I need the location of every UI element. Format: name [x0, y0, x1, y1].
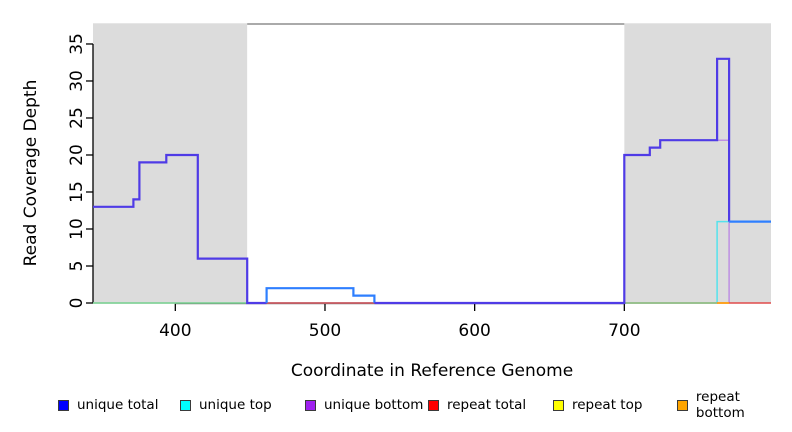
plot-svg: 0 5 10 15 20 25 30 35 400 500 600 700 Coordinate in … [21, 23, 771, 381]
legend-item-repeat-total: repeat total [428, 395, 526, 415]
shaded-region-left [93, 23, 248, 304]
x-tick-label: 600 [458, 321, 490, 341]
y-tick-label: 0 [67, 298, 87, 309]
legend-label: unique total [77, 397, 159, 413]
legend-swatch-unique-total-icon [58, 399, 69, 411]
x-tick-label: 400 [159, 321, 191, 341]
legend-label: unique bottom [324, 397, 424, 413]
y-axis-title: Read Coverage Depth [21, 80, 41, 267]
shaded-region-right [624, 23, 771, 304]
y-tick-label: 25 [67, 107, 87, 129]
legend-label: repeat top [572, 397, 643, 413]
x-tick-label: 700 [608, 321, 640, 341]
legend-item-repeat-bottom: repeat bottom [677, 389, 792, 421]
y-tick-label: 35 [67, 33, 87, 55]
legend-label: repeat bottom [695, 389, 745, 421]
legend-swatch-repeat-top-icon [553, 399, 564, 411]
legend-item-unique-total: unique total [58, 395, 158, 415]
legend-swatch-repeat-bottom-icon [677, 399, 688, 411]
series-unique-total-midbump [265, 287, 376, 303]
legend-label: unique top [199, 397, 272, 413]
y-tick-label: 10 [67, 218, 87, 240]
legend-item-unique-bottom: unique bottom [305, 395, 423, 415]
y-tick-label: 20 [67, 144, 87, 166]
y-tick-label: 30 [67, 70, 87, 92]
legend-item-unique-top: unique top [180, 395, 272, 415]
y-tick-label: 15 [67, 181, 87, 203]
legend-item-repeat-top: repeat top [553, 395, 642, 415]
x-tick-label: 500 [309, 321, 341, 341]
legend-swatch-repeat-total-icon [428, 399, 439, 411]
legend-swatch-unique-bottom-icon [305, 399, 316, 411]
x-axis-title: Coordinate in Reference Genome [291, 361, 573, 381]
legend-swatch-unique-top-icon [180, 399, 191, 411]
series-unique-total-right [374, 57, 731, 305]
y-tick-label: 5 [67, 261, 87, 272]
series-unique-total-left [93, 153, 267, 305]
legend: unique total unique top unique bottom repea… [0, 389, 792, 421]
legend-label: repeat total [447, 397, 527, 413]
